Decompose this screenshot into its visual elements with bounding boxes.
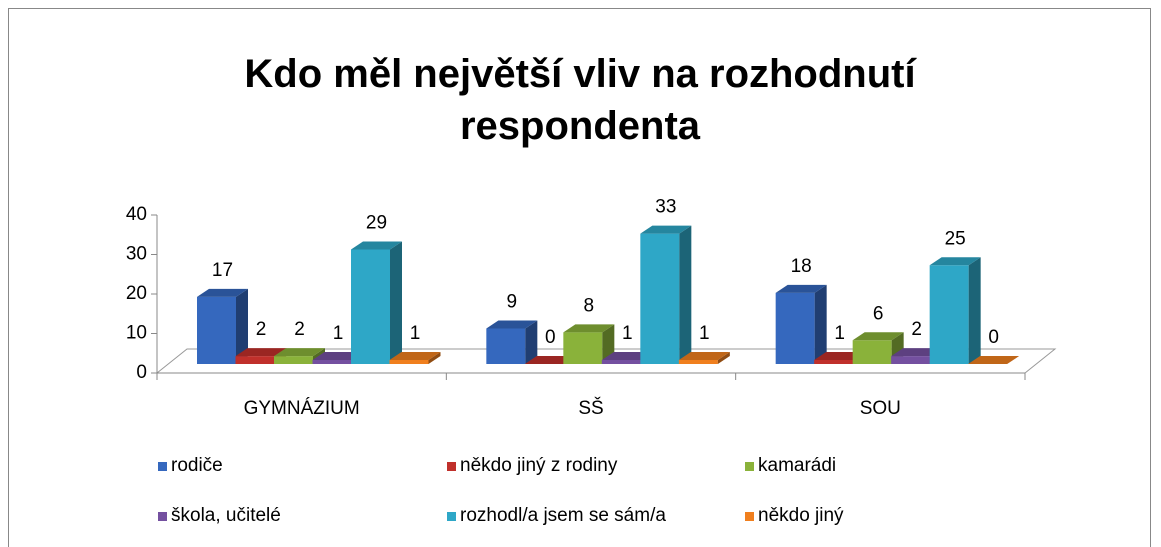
bar <box>351 241 402 364</box>
data-label: 29 <box>366 212 387 233</box>
data-label: 1 <box>333 323 344 344</box>
bar-face <box>351 241 402 250</box>
legend-label: někdo jiný z rodiny <box>460 455 618 476</box>
bar <box>929 257 981 364</box>
bar-face <box>891 356 931 364</box>
data-label: 25 <box>945 228 966 249</box>
bar-face <box>640 233 680 364</box>
data-label: 1 <box>834 323 845 344</box>
x-tick-label: SŠ <box>578 397 603 419</box>
bar-face <box>563 324 615 333</box>
data-label: 2 <box>294 319 305 340</box>
data-label: 2 <box>256 319 267 340</box>
legend-label: kamarádi <box>758 455 836 476</box>
bar-face <box>852 340 892 364</box>
bar <box>524 356 576 364</box>
legend-swatch <box>745 462 754 471</box>
bar-face <box>235 356 275 364</box>
bar-face <box>891 348 943 357</box>
bar-face <box>968 257 981 364</box>
bar <box>389 352 441 364</box>
data-label: 2 <box>911 319 922 340</box>
legend-label: rozhodl/a jsem se sám/a <box>460 505 666 526</box>
bar-face <box>717 352 730 364</box>
bar-face <box>814 284 827 364</box>
bar-face <box>601 360 641 364</box>
y-tick-label: 10 <box>126 323 147 344</box>
bar <box>678 352 730 364</box>
bar-face <box>814 360 854 364</box>
data-label: 18 <box>791 256 812 277</box>
bar <box>640 225 692 364</box>
x-tick-label: GYMNÁZIUM <box>244 398 360 419</box>
bar <box>775 284 827 364</box>
y-tick-label: 40 <box>126 204 147 225</box>
bar-face <box>389 352 441 361</box>
bar-face <box>197 296 236 364</box>
data-label: 0 <box>545 327 556 348</box>
data-label: 0 <box>988 327 999 348</box>
data-label: 17 <box>212 260 233 281</box>
bar-face <box>525 320 538 364</box>
bar-face <box>428 352 441 364</box>
bar <box>486 320 538 364</box>
bar-face <box>486 328 526 364</box>
bar-face <box>274 356 313 364</box>
bar-face <box>390 241 402 364</box>
y-tick-label: 0 <box>136 362 147 383</box>
bar-face <box>274 348 325 357</box>
bar-face <box>814 352 866 361</box>
bar-face <box>197 288 248 297</box>
bar-face <box>929 265 969 364</box>
bar-face <box>640 225 692 234</box>
data-label: 1 <box>410 323 421 344</box>
legend-label: škola, učitelé <box>171 505 281 526</box>
bar-face <box>678 352 730 361</box>
bar-face <box>968 356 1020 364</box>
bar <box>968 356 1020 364</box>
legend-swatch <box>447 462 456 471</box>
y-tick-label: 30 <box>126 244 147 265</box>
data-label: 9 <box>507 291 518 312</box>
legend-swatch <box>158 462 167 471</box>
data-label: 33 <box>655 197 676 218</box>
bar-face <box>775 292 815 364</box>
chart-title: Kdo měl největší vliv na rozhodnutí respo… <box>244 52 917 148</box>
bar-face <box>929 257 981 266</box>
data-label: 6 <box>873 303 884 324</box>
data-label: 1 <box>622 323 633 344</box>
legend-label: rodiče <box>171 455 223 476</box>
bar-face <box>678 360 718 364</box>
y-tick-label: 20 <box>126 283 147 304</box>
legend-swatch <box>447 512 456 521</box>
bar-face <box>235 348 287 357</box>
bar-face <box>486 320 538 329</box>
bar-face <box>236 288 248 364</box>
bar-face <box>679 225 692 364</box>
bar-face <box>312 360 352 364</box>
legend-label: někdo jiný <box>758 505 844 526</box>
bar-face <box>563 332 603 364</box>
bar-face <box>601 352 653 361</box>
bar <box>197 288 248 364</box>
bar-face <box>852 332 904 341</box>
bar-face <box>524 356 576 364</box>
bar-face <box>389 360 429 364</box>
x-tick-label: SOU <box>860 398 901 419</box>
legend-swatch <box>158 512 167 521</box>
legend-swatch <box>745 512 754 521</box>
bar-face <box>312 352 364 361</box>
bar-face <box>775 284 827 293</box>
bar <box>852 332 904 364</box>
data-label: 1 <box>699 323 710 344</box>
bar-face <box>351 249 390 364</box>
data-label: 8 <box>584 295 595 316</box>
